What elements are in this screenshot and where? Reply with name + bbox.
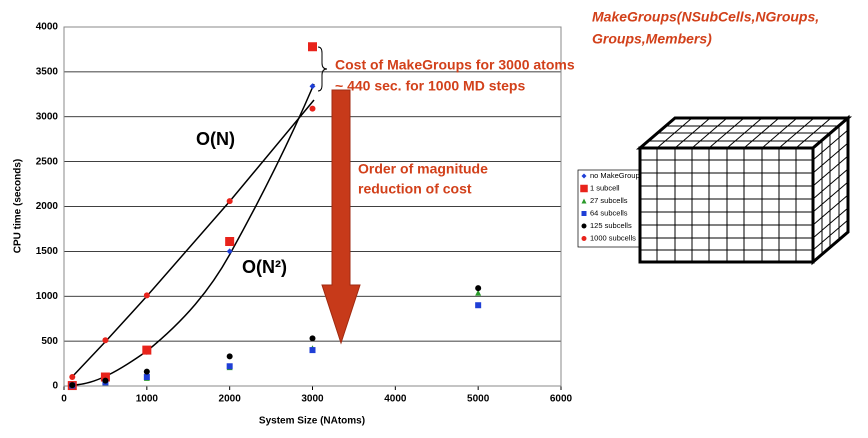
point <box>227 363 233 369</box>
y-tick-label: 3500 <box>36 67 59 78</box>
y-axis-title: CPU time (seconds) <box>13 159 24 253</box>
y-tick-label: 500 <box>41 336 58 347</box>
legend-label: no MakeGroups <box>590 171 644 180</box>
point <box>582 211 587 216</box>
point <box>582 224 587 229</box>
point <box>310 83 316 89</box>
point <box>310 347 316 353</box>
point <box>580 185 588 193</box>
x-tick-label: 0 <box>61 394 67 405</box>
y-tick-label: 1000 <box>36 291 59 302</box>
y-tick-label: 1500 <box>36 246 59 257</box>
marks <box>68 42 481 390</box>
legend-label: 1 subcell <box>590 183 620 192</box>
x-tick-label: 6000 <box>550 394 573 405</box>
x-tick-label: 3000 <box>301 394 324 405</box>
arrow <box>322 90 360 343</box>
point <box>227 198 233 204</box>
y-tick-label: 3000 <box>36 111 59 122</box>
x-tick-label: 5000 <box>467 394 490 405</box>
x-tick-label: 1000 <box>136 394 159 405</box>
point <box>308 42 317 51</box>
function-title: MakeGroups(NSubCells,NGroups, <box>592 9 819 25</box>
bracket <box>318 47 327 91</box>
point <box>144 292 150 298</box>
point <box>582 236 587 241</box>
y-tick-label: 0 <box>52 381 58 392</box>
point <box>310 106 316 112</box>
point <box>142 346 151 355</box>
annotation: reduction of cost <box>358 181 472 197</box>
y-tick-label: 2000 <box>36 201 59 212</box>
legend-label: 27 subcells <box>590 196 628 205</box>
legend-label: 64 subcells <box>590 208 628 217</box>
cube <box>640 118 848 262</box>
chart: CPU time (seconds) System Size (NAtoms) … <box>0 0 868 433</box>
point <box>69 374 75 380</box>
point <box>475 285 481 291</box>
point <box>144 369 150 375</box>
x-tick-label: 2000 <box>219 394 242 405</box>
point <box>225 237 234 246</box>
point <box>475 302 481 308</box>
annotation: O(N²) <box>242 257 287 277</box>
function-title: Groups,Members) <box>592 31 712 47</box>
point <box>102 378 108 384</box>
annotation: Cost of MakeGroups for 3000 atoms <box>335 57 575 73</box>
point <box>69 382 75 388</box>
point <box>227 353 233 359</box>
point <box>310 335 316 341</box>
annotation: Order of magnitude <box>358 161 488 177</box>
annotation: ~ 440 sec. for 1000 MD steps <box>335 78 525 94</box>
point <box>102 337 108 343</box>
annotation: O(N) <box>196 129 235 149</box>
legend-label: 125 subcells <box>590 221 632 230</box>
linear-trend <box>72 100 314 377</box>
legend-label: 1000 subcells <box>590 233 636 242</box>
x-tick-label: 4000 <box>384 394 407 405</box>
y-tick-label: 4000 <box>36 22 59 33</box>
point <box>144 374 150 380</box>
y-tick-label: 2500 <box>36 156 59 167</box>
x-axis-title: System Size (NAtoms) <box>259 416 365 427</box>
